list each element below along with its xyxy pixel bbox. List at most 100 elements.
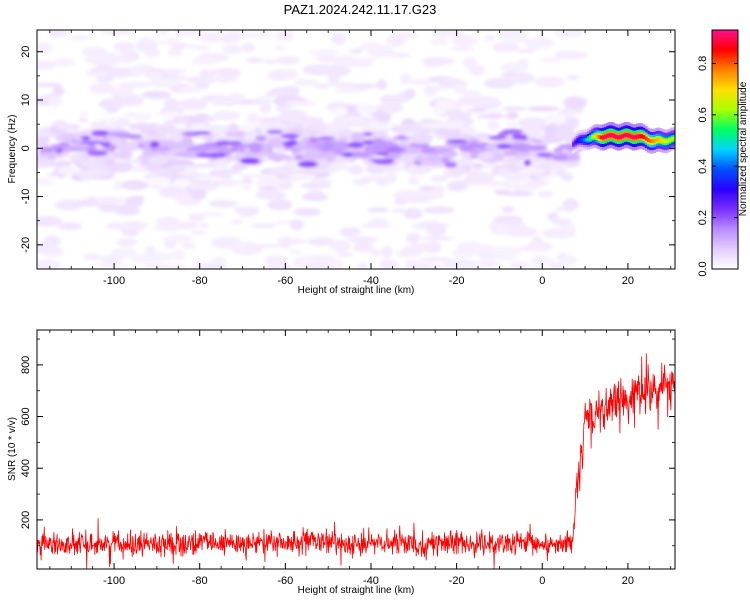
spectrogram-noise-blob bbox=[447, 111, 473, 119]
spectrogram-noise-blob bbox=[68, 35, 92, 41]
spectrogram-core-blob bbox=[441, 157, 450, 163]
spectrogram-noise-blob bbox=[336, 251, 355, 258]
spectrogram-band-blob bbox=[426, 155, 443, 162]
spectrogram-noise-blob bbox=[182, 30, 204, 34]
signal-line-segment bbox=[672, 136, 675, 141]
spectrogram-noise-blob bbox=[328, 82, 358, 87]
snr-x-axis: -100 -80 -60 -40 -20 0 20 bbox=[49, 330, 672, 587]
signal-line-segment bbox=[642, 135, 646, 140]
spectrogram-x-tick-label: -40 bbox=[363, 275, 379, 287]
spectrogram-band-blob bbox=[248, 142, 263, 153]
spectrogram-noise-blob bbox=[400, 73, 412, 85]
spectrogram-noise-blob bbox=[453, 82, 467, 94]
spectrogram-noise-blob bbox=[221, 44, 244, 55]
spectrogram-y-axis-title: Frequency (Hz) bbox=[7, 115, 18, 184]
colorbar-title: Normalized spectral amplitude bbox=[738, 81, 749, 216]
signal-line-segment bbox=[670, 137, 674, 141]
spectrogram-noise-blob bbox=[194, 113, 210, 120]
spectrogram-noise-blob bbox=[190, 230, 206, 235]
spectrogram-core-blob bbox=[488, 135, 506, 141]
spectrogram-core-blob bbox=[215, 140, 233, 146]
signal-line-segment bbox=[651, 139, 654, 144]
spectrogram-band-blob bbox=[63, 123, 81, 129]
spectrogram-y-axis: -20 -10 0 10 20 bbox=[20, 46, 675, 270]
chart-title: PAZ1.2024.242.11.17.G23 bbox=[284, 2, 437, 17]
spectrogram-noise-blob bbox=[483, 78, 516, 89]
spectrogram-noise-blob bbox=[503, 191, 534, 197]
signal-line-segment bbox=[606, 133, 610, 138]
spectrogram-band-blob bbox=[331, 107, 348, 117]
spectrogram-noise-blob bbox=[250, 223, 277, 229]
spectrogram-noise-blob bbox=[264, 92, 278, 97]
spectrogram-band-blob bbox=[281, 165, 295, 170]
spectrogram-noise-blob bbox=[156, 217, 181, 227]
spectrogram-noise-blob bbox=[361, 175, 388, 182]
spectrogram-core-blob bbox=[447, 139, 468, 144]
spectrogram-band-blob bbox=[110, 151, 133, 159]
spectrogram-noise-blob bbox=[257, 185, 280, 191]
spectrogram-noise-blob bbox=[181, 242, 196, 250]
spectrogram-noise-blob bbox=[484, 34, 496, 42]
spectrogram-band-blob bbox=[474, 177, 491, 182]
spectrogram-core-blob bbox=[280, 133, 300, 139]
spectrogram-noise-blob bbox=[433, 30, 459, 38]
spectrogram-band-blob bbox=[37, 178, 53, 184]
spectrogram-band-blob bbox=[430, 175, 448, 183]
spectrogram-noise-blob bbox=[115, 85, 134, 97]
spectrogram-noise-blob bbox=[566, 75, 580, 80]
spectrogram-noise-blob bbox=[452, 32, 465, 43]
spectrogram-band-blob bbox=[333, 116, 363, 123]
spectrogram-noise-blob bbox=[312, 49, 334, 57]
spectrogram-x-tick-label: -60 bbox=[277, 275, 293, 287]
spectrogram-noise-blob bbox=[154, 40, 175, 45]
spectrogram-noise-blob bbox=[361, 42, 383, 47]
signal-line-segment bbox=[572, 142, 575, 146]
signal-line-segment bbox=[608, 133, 612, 138]
spectrogram-noise-blob bbox=[333, 86, 368, 93]
spectrogram-noise-blob bbox=[233, 206, 260, 215]
spectrogram-noise-blob bbox=[144, 252, 175, 262]
spectrogram-band-blob bbox=[177, 116, 190, 124]
spectrogram-noise-blob bbox=[147, 78, 181, 88]
spectrogram-noise-blob bbox=[100, 30, 135, 35]
spectrogram-noise-blob bbox=[493, 215, 523, 224]
signal-line-segment bbox=[595, 134, 599, 139]
spectrogram-band-blob bbox=[473, 133, 493, 141]
spectrogram-noise-blob bbox=[47, 30, 68, 38]
spectrogram-noise-blob bbox=[230, 218, 244, 226]
spectrogram-noise-blob bbox=[190, 188, 207, 201]
spectrogram-noise-blob bbox=[105, 107, 119, 113]
spectrogram-noise-blob bbox=[228, 92, 245, 103]
signal-line-segment bbox=[589, 136, 592, 140]
signal-line-segment bbox=[649, 139, 652, 143]
spectrogram-band-blob bbox=[58, 165, 79, 176]
spectrogram-band-blob bbox=[505, 156, 524, 163]
spectrogram-band-blob bbox=[212, 110, 240, 121]
snr-y-tick-label: 800 bbox=[20, 356, 32, 374]
signal-line-segment bbox=[619, 135, 622, 140]
spectrogram-band-blob bbox=[355, 103, 378, 115]
spectrogram-noise-blob bbox=[330, 32, 347, 46]
spectrogram-band-blob bbox=[525, 130, 545, 142]
spectrogram-noise-blob bbox=[293, 207, 322, 217]
spectrogram-noise-blob bbox=[370, 249, 382, 256]
spectrogram-band-blob bbox=[434, 128, 461, 137]
spectrogram-band-blob bbox=[173, 178, 190, 189]
spectrogram-band-blob bbox=[434, 99, 455, 111]
spectrogram-core-blob bbox=[106, 132, 129, 137]
spectrogram-noise-blob bbox=[353, 242, 374, 253]
spectrogram-noise-blob bbox=[301, 192, 329, 202]
spectrogram-noise-blob bbox=[502, 106, 528, 111]
spectrogram-noise-blob bbox=[442, 258, 476, 269]
spectrogram-y-tick-label: 20 bbox=[20, 46, 32, 58]
spectrogram-core-blob bbox=[122, 134, 143, 139]
spectrogram-noise-blob bbox=[290, 219, 304, 231]
spectrogram-noise-blob bbox=[423, 206, 455, 214]
spectrogram-core-blob bbox=[239, 157, 260, 165]
signal-line-segment bbox=[668, 138, 672, 142]
spectrogram-band-blob bbox=[317, 152, 328, 159]
spectrogram-noise-blob bbox=[524, 37, 555, 49]
spectrogram-noise-blob bbox=[491, 42, 520, 53]
colorbar-tick-label: 0.8 bbox=[697, 56, 709, 71]
